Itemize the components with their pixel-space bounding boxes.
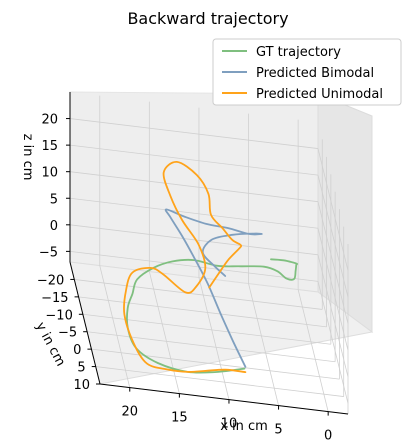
grid-line-y-floor — [91, 348, 340, 380]
axes-panes — [69, 91, 374, 385]
legend-label-bimodal: Predicted Bimodal — [256, 66, 374, 81]
x-tick-label: 10 — [221, 417, 238, 432]
y-tick-label: −5 — [58, 326, 77, 341]
grid-line-x-floor — [99, 265, 131, 388]
grid-line-y-floor — [74, 279, 323, 310]
z-tick-label: −5 — [39, 245, 58, 260]
legend-box — [212, 38, 402, 106]
x-tick-label: 15 — [171, 411, 188, 426]
y-tick-label: −10 — [45, 308, 72, 323]
x-axis-line — [99, 383, 349, 415]
grid-line-z-side — [317, 201, 349, 324]
axis-lines — [69, 92, 349, 415]
grid-line-z-back — [69, 171, 319, 203]
y-tick-label: 10 — [73, 378, 90, 393]
x-tick-label: 20 — [121, 405, 138, 420]
z-axis-label: z in cm — [20, 134, 35, 181]
grid-line-z-back — [69, 118, 319, 149]
y-tick-label: 0 — [73, 343, 81, 358]
back-right-pane — [317, 93, 373, 333]
grid-line-z-side — [317, 281, 349, 404]
y-tick-label: 5 — [77, 361, 85, 376]
z-tick-label: 10 — [41, 166, 58, 181]
grid-line-z-side — [317, 254, 349, 377]
grid-line-x-floor — [198, 277, 230, 400]
grid-line-x-floor — [248, 283, 279, 406]
predicted-bimodal-line — [164, 208, 263, 368]
predicted-unimodal-line — [123, 161, 247, 373]
chart-title: Backward trajectory — [127, 9, 288, 28]
grid-line-z-back — [69, 197, 319, 229]
x-tick-label: 5 — [274, 423, 282, 438]
grid-line-y-floor — [82, 313, 331, 345]
x-axis-label: x in cm — [220, 419, 268, 434]
grid-line-y-floor — [87, 331, 336, 363]
grid-line-x-floor — [297, 289, 329, 412]
grid-line-y-floor — [78, 296, 327, 328]
legend-label-gt: GT trajectory — [256, 45, 341, 60]
grid-line-z-back — [69, 250, 319, 282]
z-tick-label: 20 — [41, 113, 58, 128]
z-tick-label: 15 — [41, 139, 58, 154]
grid-line-z-side — [317, 228, 349, 351]
z-tick-label: 0 — [50, 219, 58, 234]
grid-line-z-side — [317, 175, 349, 298]
grid-line-x-floor — [148, 271, 180, 394]
grid-line-z-back — [69, 144, 319, 176]
grid-line-y-floor — [95, 366, 344, 397]
grid-line-z-back — [69, 224, 319, 256]
legend-label-unimodal: Predicted Unimodal — [256, 87, 383, 102]
series-layer — [123, 161, 299, 374]
back-left-pane — [69, 91, 319, 293]
y-axis-line — [69, 261, 101, 385]
tick-labels: −5 0 5 10 15 20 −20 −15 −10 −5 0 5 10 20 15 10 5 0 — [37, 113, 332, 444]
y-tick-label: −15 — [41, 291, 68, 306]
x-tick-label: 0 — [324, 429, 332, 444]
y-tick-label: −20 — [37, 273, 64, 288]
grid-line-z-side — [317, 148, 349, 271]
legend: GT trajectory Predicted Bimodal Predicte… — [212, 38, 402, 106]
z-tick-label: 5 — [50, 192, 58, 207]
